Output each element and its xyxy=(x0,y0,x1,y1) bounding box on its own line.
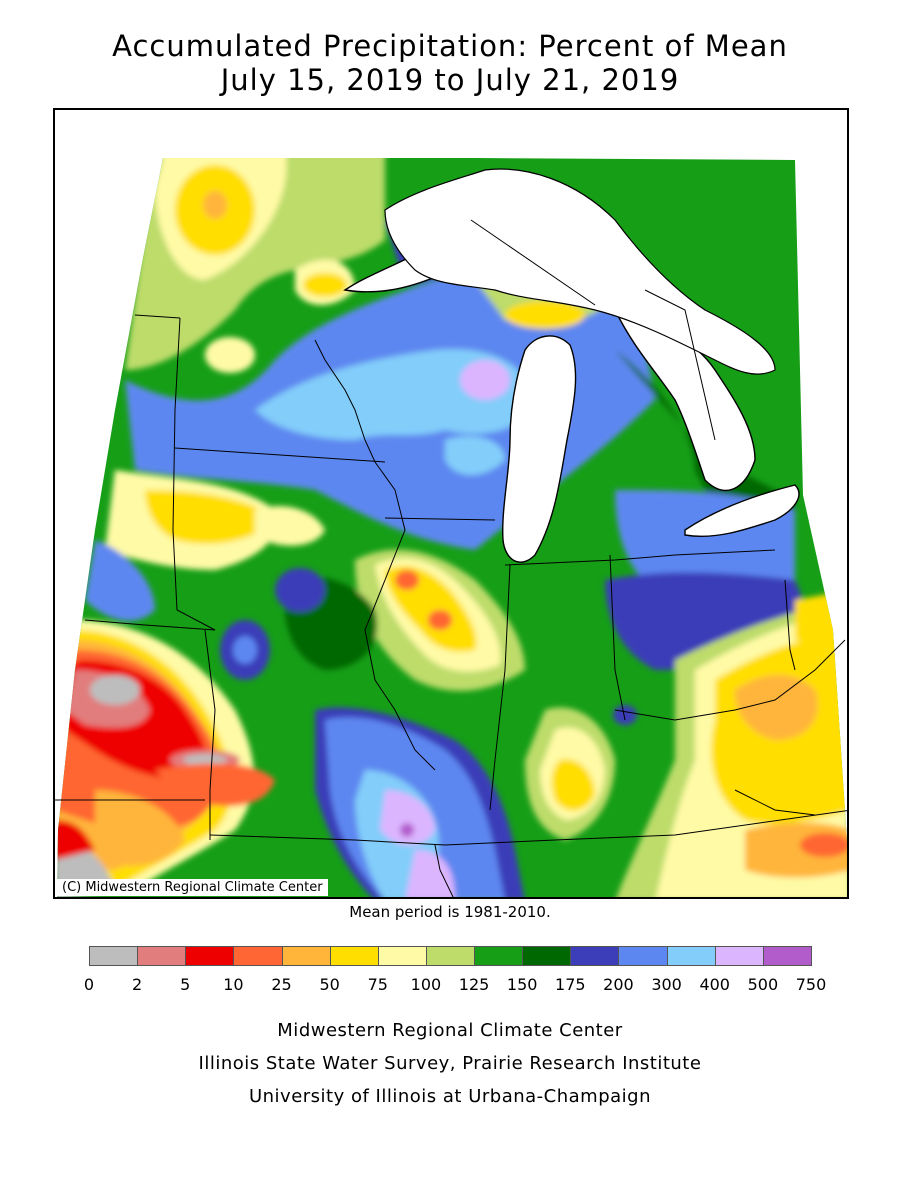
legend-tick-label: 10 xyxy=(223,975,244,994)
lake-michigan xyxy=(502,335,577,563)
chart-title-line1: Accumulated Precipitation: Percent of Me… xyxy=(112,29,788,63)
legend-tick-label: 5 xyxy=(180,975,191,994)
credit-line-3: University of Illinois at Urbana-Champai… xyxy=(248,1086,652,1107)
legend-swatch xyxy=(185,946,235,966)
legend-tick-label: 75 xyxy=(367,975,388,994)
unplotted-land xyxy=(384,168,776,375)
legend-tick-label: 500 xyxy=(747,975,779,994)
precipitation-map: (C) Midwestern Regional Climate Center xyxy=(53,108,849,899)
legend-swatch xyxy=(137,946,187,966)
map-copyright: (C) Midwestern Regional Climate Center xyxy=(56,879,328,896)
legend-swatch xyxy=(762,946,812,966)
legend-swatch xyxy=(570,946,620,966)
mean-period-note: Mean period is 1981-2010. xyxy=(349,903,551,921)
legend-tick-label: 200 xyxy=(603,975,634,994)
legend-tick-label: 0 xyxy=(83,975,95,994)
map-svg xyxy=(55,158,847,897)
legend-swatch xyxy=(666,946,716,966)
legend-swatch xyxy=(474,946,524,966)
legend-tick-label: 100 xyxy=(410,975,442,994)
legend-swatch xyxy=(89,946,139,966)
color-legend xyxy=(89,946,812,968)
legend-tick-label: 2 xyxy=(132,975,143,994)
credit-line-1: Midwestern Regional Climate Center xyxy=(277,1020,623,1041)
legend-swatch xyxy=(522,946,572,966)
legend-tick-label: 25 xyxy=(271,975,292,994)
legend-tick-label: 175 xyxy=(555,975,586,994)
legend-tick-label: 400 xyxy=(699,975,730,994)
legend-tick-label: 50 xyxy=(319,975,340,994)
legend-tick-label: 125 xyxy=(458,975,490,994)
legend-swatch xyxy=(714,946,764,966)
chart-title-line2: July 15, 2019 to July 21, 2019 xyxy=(220,63,680,97)
legend-swatch xyxy=(377,946,427,966)
legend-swatch xyxy=(425,946,476,966)
legend-swatch xyxy=(233,946,283,966)
legend-swatch xyxy=(329,946,379,966)
state-boundaries xyxy=(55,219,847,897)
lake-erie xyxy=(684,484,800,538)
legend-swatch xyxy=(618,946,668,966)
legend-tick-label: 300 xyxy=(651,975,682,994)
legend-tick-label: 750 xyxy=(795,975,827,994)
legend-swatch xyxy=(281,946,331,966)
credit-line-2: Illinois State Water Survey, Prairie Res… xyxy=(198,1053,702,1074)
legend-tick-label: 150 xyxy=(506,975,538,994)
